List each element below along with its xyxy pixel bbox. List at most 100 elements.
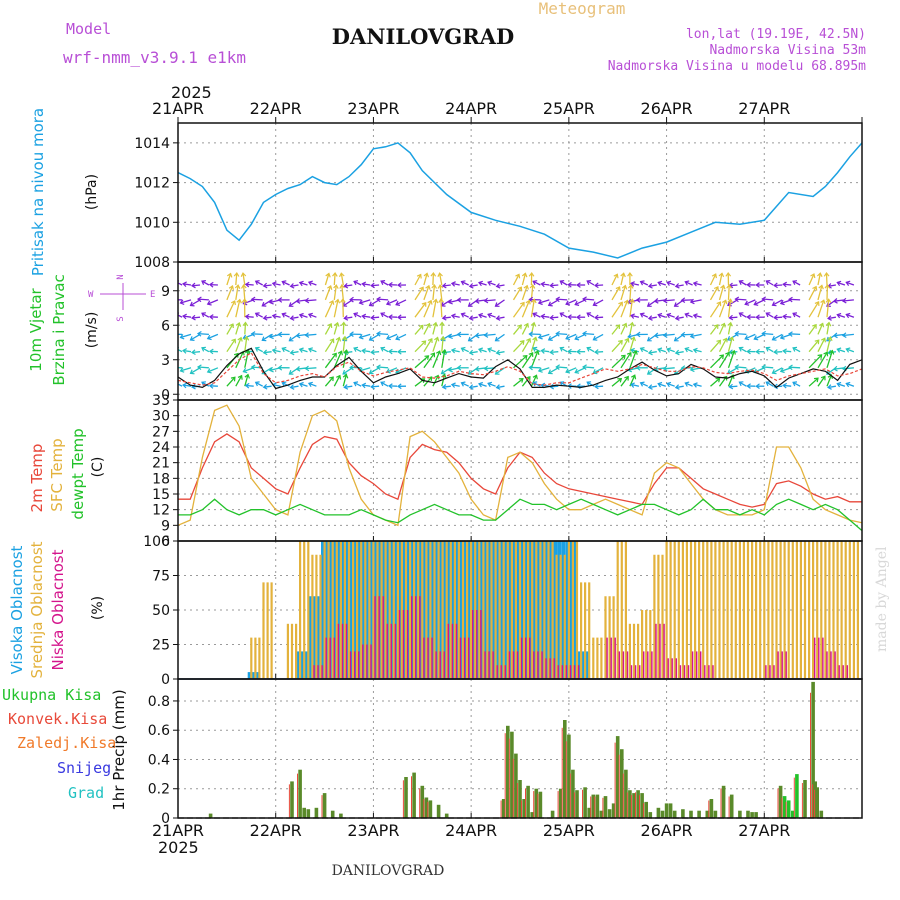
wind-arrow [282,347,290,353]
wind-arrow-head [437,272,443,278]
wind-arrow-head [734,296,740,303]
wind-arrow-head [532,346,538,352]
precip-bar [522,799,526,818]
wind-arrow-head [483,297,489,304]
wind-arrow [244,336,248,352]
wind-arrow-head [206,300,212,306]
pressure-labels: Pritisak na nivou mora (hPa) [29,108,100,276]
wind-arrow-head [298,347,304,353]
wind-arrow [826,336,832,352]
temp-labels: 2m Temp SFC Temp dewpt Temp (C) [28,428,106,519]
wind-arrow [235,375,243,387]
wind-arrow-head [827,336,833,342]
precip-bar [587,807,591,818]
model-name: wrf-nmm_v3.9.1 e1km [63,48,246,67]
wind-arrow-head [361,281,367,288]
wind-arrow-head [666,280,672,286]
precip-bar [526,785,530,818]
wind-arrow [521,273,527,286]
wind-arrow [530,337,537,352]
wind-arrow-head [779,334,785,340]
precip-bar [729,794,734,818]
wind-arrow-head [370,349,375,356]
wind-arrow-head [721,299,728,305]
wind-arrow-head [487,312,493,319]
wind-arrow-head [646,302,652,307]
wind-arrow [538,333,550,339]
wind-arrow-head [396,282,402,288]
wind-arrow-head [765,312,771,318]
wind-arrow-head [171,365,174,370]
wind-arrow [495,333,505,342]
wind-arrow [191,316,201,319]
wind-arrow [648,316,657,320]
wind-arrow [359,333,371,339]
wind-arrow-head [333,284,339,289]
wind-arrows [171,271,855,390]
wind-arrow-head [755,314,760,320]
wind-arrow-head [487,381,493,388]
y-tick-label: 30 [152,409,170,425]
precip-bar [632,793,636,818]
wind-arrow [442,385,451,388]
wind-arrow-head [254,381,260,387]
wind-arrow-head [814,339,820,345]
wind-arrow-head [666,312,672,319]
wind-arrow-head [555,330,561,337]
wind-arrow-head [653,298,659,304]
wind-arrow [729,316,738,319]
wind-arrow-head [495,315,501,321]
wind-arrow-head [343,349,349,354]
wind-arrow [574,367,586,374]
precip-bar [290,781,294,818]
wind-arrow [846,281,855,286]
wind-arrow [521,323,529,335]
y-tick-label: 24 [152,440,170,456]
wind-arrow-head [517,324,522,330]
wind-arrow [255,280,264,286]
wind-arrow [197,298,209,301]
wind-arrow-head [646,336,652,342]
wind-arrow [423,300,432,318]
wind-arrow [657,348,667,353]
wind-arrow [353,382,362,387]
legend-conv-rain: Konvek.Kisa [8,710,107,728]
time-tick-label-bottom: 25APR [543,821,595,840]
wind-arrow-head [779,299,785,306]
wind-arrow [593,299,604,306]
wind-arrow-head [425,322,431,328]
wind-arrow [586,312,595,318]
wind-arrow [808,286,817,301]
precip-bar [721,785,726,818]
wind-arrow [299,383,308,387]
wind-arrow-head [582,296,587,303]
sfc-temp-line [177,404,863,527]
precip-bar [620,749,624,818]
wind-arrow [583,332,595,336]
wind-arrow-head [761,296,767,303]
wind-arrow-head [262,282,268,289]
wind-arrow-head [385,334,391,341]
wind-arrow-head [304,297,310,304]
wind-arrow-head [474,365,480,372]
wind-arrow-head [713,286,719,291]
wind-arrow-head [237,336,243,342]
wind-arrow [657,314,667,318]
wind-arrow [235,337,242,352]
wind-arrow-head [726,283,732,289]
wind-arrow-head [525,299,531,305]
wind-arrow [423,323,431,335]
wind-arrow [226,323,234,335]
wind-arrow-head [586,346,592,352]
wind-arrow [395,333,407,340]
y-tick-label: 25 [152,638,170,654]
wind-arrow-head [813,377,819,383]
precip-bar [575,790,579,818]
wind-arrow-head [206,334,212,341]
wind-arrow-head [368,336,374,341]
wind-arrow-head [353,346,359,352]
wind-arrow-head [728,336,735,342]
precip-bar [314,807,319,818]
wind-arrow [783,283,792,286]
wind-arrow [690,299,702,303]
